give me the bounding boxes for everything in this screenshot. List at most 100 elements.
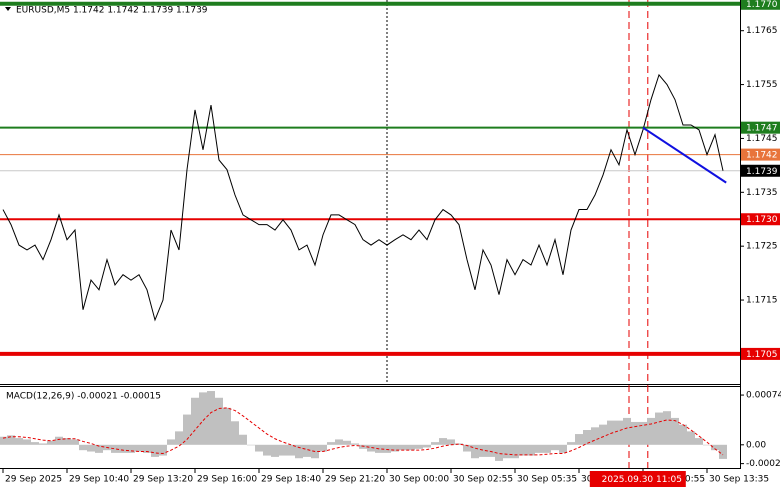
histogram-bar	[679, 424, 687, 445]
x-tick-label: 29 Sep 13:20	[133, 475, 193, 485]
histogram-bar	[599, 424, 607, 445]
indicator-title: MACD(12,26,9) -0.00021 -0.00015	[6, 392, 161, 402]
histogram-bar	[127, 444, 135, 453]
x-tick-label: 29 Sep 2025	[5, 475, 62, 485]
histogram-bar	[551, 444, 559, 451]
histogram-bar	[391, 444, 399, 452]
histogram-bar	[239, 434, 247, 445]
x-tick-label: 30 Sep 05:35	[517, 475, 577, 485]
level-label-box	[741, 164, 780, 177]
histogram-bar	[111, 444, 119, 453]
histogram-bar	[175, 431, 183, 445]
histogram-bar	[703, 444, 711, 446]
histogram-bar	[119, 444, 127, 453]
histogram-bar	[535, 444, 543, 453]
level-label: 1.1730	[746, 215, 778, 225]
histogram-bar	[215, 397, 223, 445]
histogram-bar	[415, 444, 423, 449]
x-tick-label: 29 Sep 10:40	[69, 475, 129, 485]
histogram-bar	[487, 444, 495, 457]
y-tick-label: 1.1725	[746, 242, 778, 252]
histogram-bar	[543, 444, 551, 453]
x-tick-label: 30 Sep 02:55	[453, 475, 513, 485]
histogram-bar	[255, 444, 263, 452]
histogram-bar	[47, 440, 55, 445]
histogram-bar	[607, 420, 615, 445]
price-line	[2, 73, 724, 322]
trend-line	[642, 126, 727, 184]
histogram-bar	[431, 442, 439, 445]
histogram-bar	[423, 444, 431, 448]
histogram-bar	[567, 442, 575, 445]
histogram-bar	[71, 439, 79, 445]
histogram-bar	[151, 444, 159, 457]
histogram-bar	[231, 421, 239, 445]
histogram-bar	[367, 444, 375, 452]
y-tick-label: -0.00028	[746, 459, 781, 469]
histogram-bar	[303, 444, 311, 457]
histogram-bar	[663, 411, 671, 445]
histogram-bar	[343, 440, 351, 445]
histogram-bar	[167, 439, 175, 445]
histogram-bar	[631, 421, 639, 445]
histogram-bar	[511, 444, 519, 459]
x-tick-label: 29 Sep 18:40	[261, 475, 321, 485]
histogram-bar	[95, 444, 103, 453]
histogram-bar	[183, 414, 191, 445]
level-label-box	[741, 0, 780, 10]
histogram-bar	[63, 438, 71, 445]
cursor-label: 2025.09.30 11:05	[602, 475, 682, 485]
histogram-bar	[503, 444, 511, 459]
histogram-bar	[319, 444, 327, 452]
histogram-bar	[31, 442, 39, 445]
histogram-bar	[383, 444, 391, 453]
histogram-bar	[495, 444, 503, 461]
y-tick-label: 0.00	[746, 440, 766, 450]
level-label: 1.1705	[746, 350, 778, 360]
histogram-bar	[39, 443, 47, 445]
chart-title: EURUSD,M5 1.1742 1.1742 1.1739 1.1739	[16, 6, 208, 16]
histogram-bar	[559, 444, 567, 453]
histogram-bar	[671, 417, 679, 445]
histogram-bar	[143, 444, 151, 453]
histogram-bar	[695, 438, 703, 445]
level-label-box	[741, 213, 780, 226]
histogram-bar	[463, 444, 471, 452]
histogram-bar	[719, 444, 727, 459]
histogram-bar	[399, 444, 407, 451]
histogram-bar	[647, 417, 655, 445]
y-tick-label: 1.1765	[746, 26, 778, 36]
x-tick-label: 29 Sep 16:00	[197, 475, 257, 485]
level-label: 1.1739	[746, 167, 778, 177]
histogram-bar	[87, 444, 95, 452]
histogram-bar	[247, 444, 255, 446]
histogram-bar	[623, 417, 631, 445]
histogram-bar	[159, 444, 167, 456]
histogram-bar	[583, 430, 591, 445]
histogram-bar	[591, 427, 599, 445]
histogram-bar	[359, 444, 367, 449]
x-tick-label: 30 Sep 00:00	[389, 475, 449, 485]
histogram-bar	[655, 412, 663, 445]
y-tick-label: 1.1735	[746, 188, 778, 198]
histogram-bar	[271, 444, 279, 457]
x-tick-label: 30 Sep 13:35	[709, 475, 769, 485]
histogram-bar	[7, 435, 15, 445]
histogram-bar	[199, 392, 207, 445]
histogram-bar	[615, 420, 623, 445]
y-tick-label: 1.1715	[746, 296, 778, 306]
histogram-bar	[0, 436, 7, 445]
histogram-bar	[207, 391, 215, 445]
histogram-bar	[287, 444, 295, 456]
histogram-bar	[527, 444, 535, 456]
level-label: 1.1770	[746, 0, 778, 10]
histogram-bar	[279, 444, 287, 456]
y-tick-label: 1.1755	[746, 80, 778, 90]
menu-triangle[interactable]	[5, 7, 11, 11]
histogram-bar	[263, 444, 271, 456]
histogram-bar	[447, 439, 455, 445]
level-label-box	[741, 121, 780, 134]
histogram-bar	[407, 444, 415, 451]
